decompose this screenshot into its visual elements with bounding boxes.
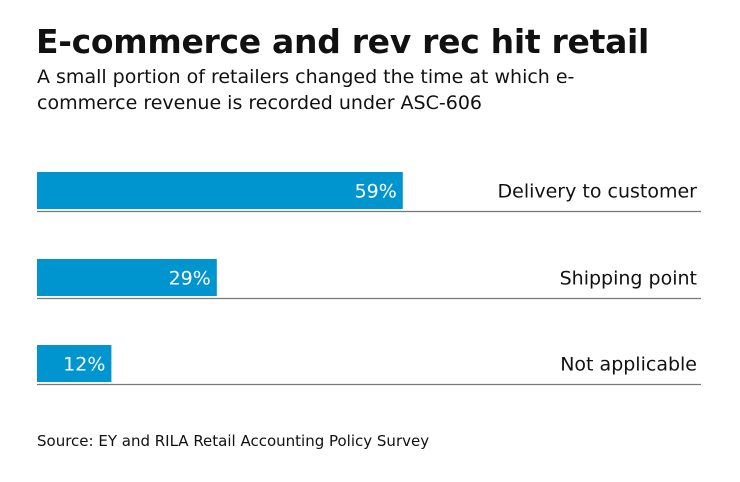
category-label: Not applicable bbox=[560, 354, 697, 376]
bar bbox=[37, 259, 217, 296]
bar bbox=[37, 345, 112, 382]
data-label: 12% bbox=[63, 354, 105, 376]
source-note: Source: EY and RILA Retail Accounting Po… bbox=[37, 432, 430, 450]
data-label: 29% bbox=[169, 268, 211, 290]
data-label: 59% bbox=[355, 181, 397, 203]
category-label: Delivery to customer bbox=[498, 181, 698, 203]
chart-title: E-commerce and rev rec hit retail bbox=[36, 22, 650, 61]
bar bbox=[37, 172, 403, 209]
chart-subtitle: A small portion of retailers changed the… bbox=[37, 66, 575, 114]
category-label: Shipping point bbox=[560, 268, 697, 290]
